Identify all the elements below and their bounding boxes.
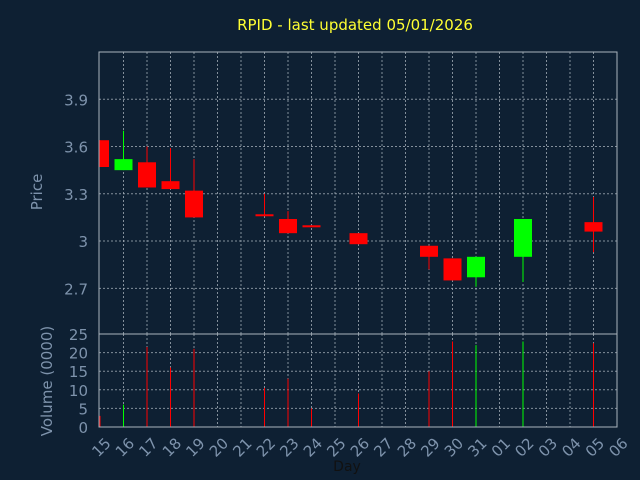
candle-31 <box>467 256 485 287</box>
volume-axis-label: Volume (0000) <box>38 326 56 436</box>
candle-body <box>349 233 368 245</box>
candle-body <box>514 218 532 257</box>
x-tick-label-03: 03 <box>535 434 561 460</box>
candle-05 <box>584 196 603 253</box>
price-axis-label: Price <box>28 174 46 211</box>
candle-02 <box>514 218 532 283</box>
x-tick-label-22: 22 <box>253 434 279 460</box>
candle-body <box>114 159 133 171</box>
x-tick-label-31: 31 <box>464 434 490 460</box>
x-tick-label-15: 15 <box>88 434 114 460</box>
candle-30 <box>443 258 462 281</box>
volume-bars <box>99 341 594 427</box>
day-x-tick-labels: 1516171819202122232425262728293031010203… <box>88 434 631 460</box>
x-tick-label-26: 26 <box>347 434 373 460</box>
candle-body <box>185 190 203 218</box>
x-tick-label-19: 19 <box>182 434 208 460</box>
candle-19 <box>185 159 203 218</box>
candle-body <box>255 214 274 217</box>
x-tick-label-25: 25 <box>323 434 349 460</box>
candle-body <box>302 225 321 228</box>
candle-18 <box>161 148 180 190</box>
x-tick-label-20: 20 <box>206 434 232 460</box>
volume-y-tick-label: 20 <box>69 345 88 363</box>
price-y-tick-label: 3 <box>78 233 88 251</box>
candle-16 <box>114 130 133 171</box>
x-tick-label-24: 24 <box>300 434 326 460</box>
price-y-tick-label: 3.9 <box>64 91 88 109</box>
x-tick-label-02: 02 <box>511 434 537 460</box>
candle-24 <box>302 225 321 228</box>
x-tick-label-28: 28 <box>394 434 420 460</box>
x-tick-label-17: 17 <box>135 434 161 460</box>
x-tick-label-23: 23 <box>276 434 302 460</box>
price-y-tick-labels: 2.7 3 3.3 3.6 3.9 <box>64 91 88 298</box>
volume-y-tick-label: 10 <box>69 382 88 400</box>
x-tick-label-05: 05 <box>582 434 608 460</box>
candle-body <box>584 222 603 232</box>
candle-body <box>99 140 109 168</box>
candle-22 <box>255 193 274 217</box>
price-gridlines <box>99 52 617 334</box>
price-y-tick-label: 2.7 <box>64 280 88 298</box>
volume-y-tick-label: 0 <box>78 419 88 437</box>
price-candles <box>99 130 603 287</box>
day-axis-label: Day <box>333 459 361 475</box>
candle-29 <box>420 245 438 270</box>
candle-body <box>443 258 462 281</box>
candle-body <box>279 218 297 234</box>
candle-body <box>420 245 438 257</box>
x-tick-label-18: 18 <box>159 434 185 460</box>
x-tick-label-06: 06 <box>605 434 631 460</box>
x-tick-label-27: 27 <box>370 434 396 460</box>
x-tick-label-29: 29 <box>417 434 443 460</box>
volume-plot-frame <box>98 333 618 428</box>
candle-15 <box>99 140 109 168</box>
candle-26 <box>349 233 368 245</box>
x-tick-label-21: 21 <box>229 434 255 460</box>
candle-body <box>138 162 156 188</box>
candle-17 <box>138 146 156 188</box>
x-tick-label-30: 30 <box>441 434 467 460</box>
price-y-tick-label: 3.3 <box>64 186 88 204</box>
volume-y-tick-label: 25 <box>69 326 88 344</box>
x-tick-label-16: 16 <box>112 434 138 460</box>
x-tick-label-01: 01 <box>488 434 514 460</box>
x-tick-label-04: 04 <box>558 434 584 460</box>
price-y-tick-label: 3.6 <box>64 139 88 157</box>
candle-body <box>161 181 180 190</box>
candle-body <box>467 256 485 278</box>
candle-23 <box>279 211 297 234</box>
volume-y-tick-label: 15 <box>69 363 88 381</box>
volume-y-tick-label: 5 <box>78 400 88 418</box>
chart-title: RPID - last updated 05/01/2026 <box>237 16 473 34</box>
